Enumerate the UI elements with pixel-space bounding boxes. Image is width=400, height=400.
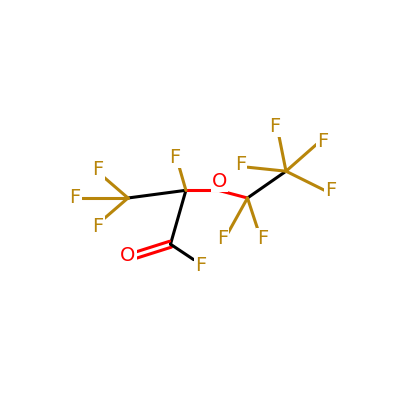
Text: F: F [317, 132, 328, 150]
Text: O: O [212, 172, 228, 191]
Text: F: F [257, 230, 268, 248]
Text: F: F [170, 148, 181, 167]
Text: F: F [69, 188, 81, 208]
Text: F: F [217, 230, 228, 248]
Text: O: O [120, 246, 136, 266]
Text: F: F [325, 181, 336, 200]
Text: F: F [92, 217, 104, 236]
Text: F: F [92, 160, 104, 179]
Text: F: F [235, 155, 246, 174]
Text: F: F [195, 256, 206, 275]
Text: F: F [270, 117, 281, 136]
